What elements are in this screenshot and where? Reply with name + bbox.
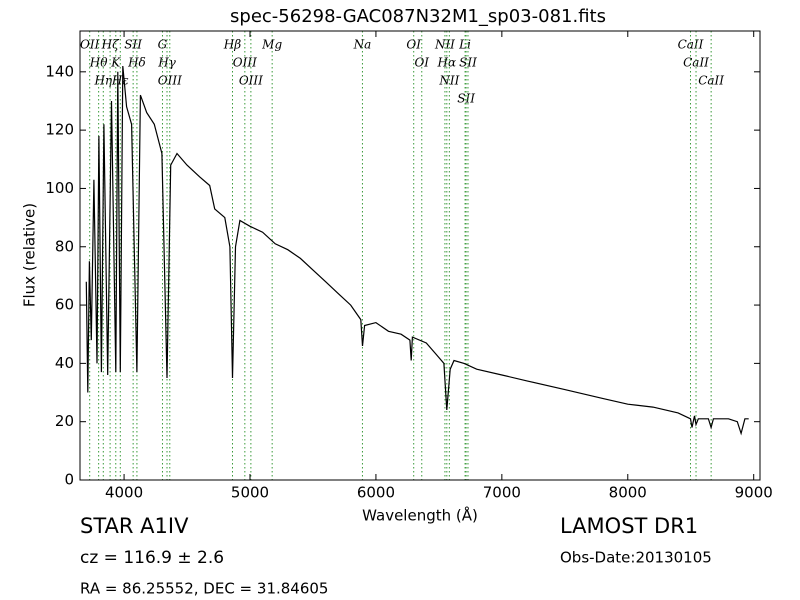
x-tick-label: 7000	[483, 484, 521, 502]
spectral-line-label: Li	[458, 38, 471, 52]
spectral-line-label: Hζ	[101, 38, 120, 52]
x-tick-label: 4000	[105, 484, 143, 502]
spectral-line-label: K	[110, 56, 121, 70]
obs-date: Obs-Date:20130105	[560, 549, 712, 567]
spectral-line-label: NII	[438, 74, 459, 88]
spectral-line-label: OIII	[233, 56, 257, 70]
survey: LAMOST DR1	[560, 514, 698, 538]
y-tick-label: 20	[55, 412, 74, 430]
spectral-line-label: OII	[80, 38, 100, 52]
spectral-line-label: SII	[459, 56, 477, 70]
y-tick-label: 0	[64, 471, 74, 489]
plot-frame	[79, 30, 761, 481]
y-axis-label: Flux (relative)	[21, 203, 39, 307]
spectral-line-label: Mg	[261, 38, 282, 52]
spectral-line-label: Hδ	[127, 56, 146, 70]
spectral-line-label: G	[158, 38, 168, 52]
spectral-line-label: CaII	[678, 38, 704, 52]
object-class: STAR A1IV	[80, 514, 189, 538]
x-axis-label: Wavelength (Å)	[362, 506, 478, 525]
x-tick-label: 9000	[735, 484, 773, 502]
spectrum-line	[85, 65, 749, 436]
y-tick-label: 120	[45, 121, 74, 139]
coordinates: RA = 86.25552, DEC = 31.84605	[80, 580, 328, 598]
x-tick-label: 8000	[609, 484, 647, 502]
spectral-line-label: Hβ	[223, 38, 241, 52]
spectral-line-label: Hη	[93, 74, 112, 88]
y-tick-label: 60	[55, 296, 74, 314]
spectral-line-label: CaII	[683, 56, 709, 70]
spectral-line-label: NII	[434, 38, 455, 52]
y-tick-label: 100	[45, 179, 74, 197]
redshift: cz = 116.9 ± 2.6	[80, 548, 224, 568]
y-tick-label: 140	[45, 62, 74, 80]
y-tick-label: 80	[55, 237, 74, 255]
chart-title: spec-56298-GAC087N32M1_sp03-081.fits	[230, 6, 606, 27]
spectral-line-label: Hα	[437, 56, 457, 70]
spectral-line-label: Hθ	[89, 56, 108, 70]
spectral-line-label: OI	[406, 38, 421, 52]
x-tick-label: 6000	[357, 484, 395, 502]
spectral-line-label: Na	[353, 38, 372, 52]
spectral-line-label: Hγ	[157, 56, 176, 70]
spectral-line-label: SII	[124, 38, 142, 52]
spectral-line-label: Hε	[111, 74, 129, 88]
y-tick-label: 40	[55, 354, 74, 372]
spectral-line-label: OIII	[239, 74, 263, 88]
spectral-line-label: CaII	[698, 74, 724, 88]
x-tick-label: 5000	[231, 484, 269, 502]
spectral-line-label: SII	[457, 92, 475, 106]
spectral-line-label: OI	[414, 56, 429, 70]
spectral-line-label: OIII	[158, 74, 182, 88]
